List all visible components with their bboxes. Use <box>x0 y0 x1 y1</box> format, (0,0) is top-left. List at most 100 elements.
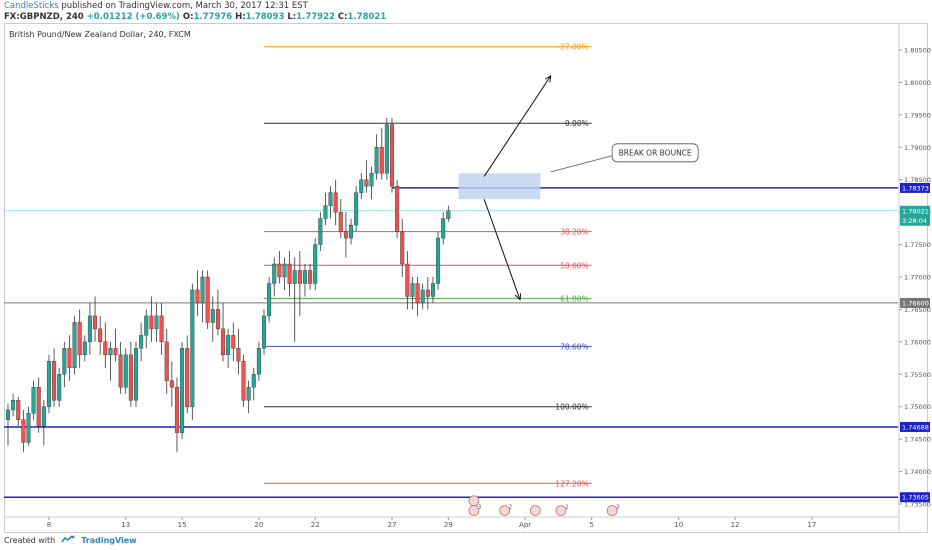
chart-frame[interactable] <box>4 23 928 533</box>
ohlc-bar: FX:GBPNZD, 240 +0.01212 (+0.69%) O:1.779… <box>4 12 386 22</box>
candle-up <box>410 283 415 297</box>
candle-up <box>133 348 138 401</box>
created-with-label: Created with <box>4 536 56 545</box>
y-tick-label: 1.79500 <box>904 111 931 119</box>
y-tick-label: 1.79000 <box>904 144 931 152</box>
candle-down <box>164 341 169 381</box>
y-tick-label: 1.75500 <box>904 371 931 379</box>
candle-up <box>180 348 185 433</box>
candle-down <box>21 419 26 443</box>
candle-down <box>241 361 246 401</box>
candle-down <box>77 322 82 356</box>
price-axis-label-bg <box>900 492 930 503</box>
candle-up <box>354 192 359 226</box>
candle-down <box>98 328 103 343</box>
price-axis-label-bg <box>900 421 930 432</box>
x-tick-label: 22 <box>311 521 320 529</box>
fib-level-label: 127.20% <box>555 479 588 488</box>
candle-up <box>256 348 261 375</box>
candle-down <box>338 211 343 232</box>
candle-up <box>108 348 113 356</box>
candle-up <box>5 409 10 420</box>
candle-up <box>282 263 287 278</box>
fib-level-label: -27.00% <box>557 43 588 52</box>
published-text: published on TradingView.com, March 30, … <box>61 1 308 11</box>
candle-up <box>31 387 36 414</box>
price-axis-label-bg <box>900 182 930 193</box>
symbol-label: FX:GBPNZD, 240 <box>4 12 84 22</box>
candle-up <box>328 192 333 206</box>
y-tick-label: 1.80000 <box>904 79 931 87</box>
open-label: O: <box>182 12 194 22</box>
x-tick-label: 17 <box>807 521 816 529</box>
callout-text: BREAK OR BOUNCE <box>619 148 692 157</box>
event-count-label: 3 <box>616 505 620 511</box>
candle-down <box>185 348 190 407</box>
candle-up <box>374 147 379 174</box>
candle-down <box>169 380 174 388</box>
fib-level-label: 100.00% <box>555 403 588 412</box>
fib-level-label: 50.00% <box>560 261 589 270</box>
tradingview-logo-icon <box>61 535 75 546</box>
chart-title: British Pound/New Zealand Dollar, 240, F… <box>9 30 191 39</box>
arrow-down-icon <box>483 198 520 300</box>
candle-up <box>226 335 231 356</box>
candle-down <box>52 361 57 401</box>
tradingview-brand-link[interactable]: TradingView <box>81 536 137 545</box>
y-tick-label: 1.78500 <box>904 176 931 184</box>
fib-level-label: 61.80% <box>560 294 589 303</box>
candle-down <box>236 348 241 362</box>
candle-down <box>221 328 226 356</box>
candle-up <box>349 224 354 239</box>
y-tick-label: 1.74500 <box>904 436 931 444</box>
low-value: 1.77922 <box>296 12 335 22</box>
high-value: 1.78093 <box>245 12 285 22</box>
candle-down <box>174 387 179 433</box>
candle-up <box>87 315 92 343</box>
y-tick-label: 1.75000 <box>904 403 931 411</box>
candle-up <box>82 341 87 356</box>
x-tick-label: 27 <box>388 521 397 529</box>
x-tick-label: 13 <box>121 521 130 529</box>
x-tick-label: Apr <box>519 521 531 529</box>
price-axis-label: 1.76600 <box>902 299 929 307</box>
economic-event-icon <box>529 505 541 516</box>
open-value: 1.77976 <box>193 12 233 22</box>
candle-down <box>215 309 220 330</box>
y-tick-label: 1.80500 <box>904 46 931 54</box>
footer: Created with TradingView <box>4 535 137 546</box>
candle-up <box>246 387 251 401</box>
candle-down <box>297 270 302 284</box>
candle-up <box>292 270 297 284</box>
candle-up <box>210 309 215 323</box>
candle-down <box>343 231 348 239</box>
candle-up <box>57 374 62 401</box>
candle-down <box>118 354 123 388</box>
event-count-label: 2 <box>509 505 513 511</box>
change-value: +0.01212 (+0.69%) <box>86 12 180 22</box>
candle-down <box>379 147 384 174</box>
economic-event-icon <box>499 505 511 516</box>
callout-box <box>611 143 699 163</box>
y-tick-label: 1.76000 <box>904 338 931 346</box>
x-tick-label: 29 <box>444 521 453 529</box>
author-link[interactable]: CandleSticks <box>4 1 59 11</box>
y-tick-label: 1.77500 <box>904 241 931 249</box>
candle-up <box>41 406 46 427</box>
candle-down <box>159 315 164 343</box>
countdown-label: 3:28:04 <box>902 217 927 225</box>
candle-down <box>277 263 282 278</box>
candle-up <box>446 210 451 219</box>
fib-level-label: 38.20% <box>560 228 589 237</box>
candle-up <box>144 315 149 336</box>
x-tick-label: 10 <box>674 521 683 529</box>
x-tick-label: 20 <box>254 521 263 529</box>
candle-up <box>369 172 374 187</box>
candle-up <box>262 315 267 349</box>
fib-level-label: 0.00% <box>565 119 589 128</box>
candle-up <box>11 400 16 411</box>
candle-down <box>364 179 369 187</box>
candle-down <box>36 387 41 427</box>
candle-down <box>128 354 133 401</box>
